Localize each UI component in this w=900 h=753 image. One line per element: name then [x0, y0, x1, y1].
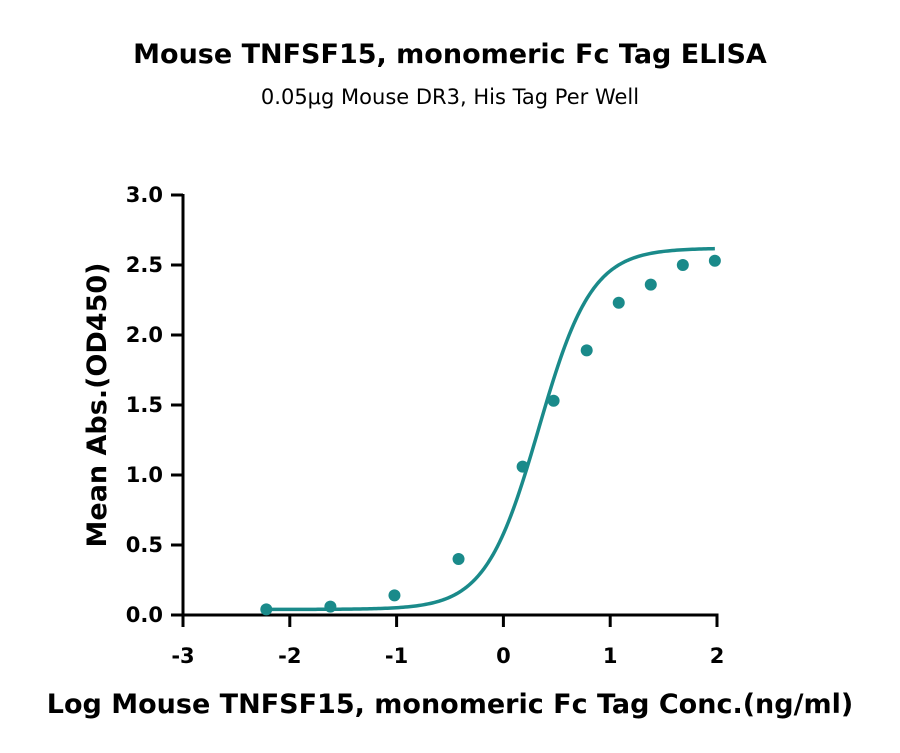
data-point	[516, 460, 529, 473]
x-tick-label: -3	[171, 644, 194, 668]
y-tick-label: 2.0	[126, 323, 163, 347]
y-tick-label: 0.0	[126, 603, 163, 627]
x-tick-label: 2	[710, 644, 725, 668]
x-tick-label: -2	[278, 644, 301, 668]
chart-title: Mouse TNFSF15, monomeric Fc Tag ELISA	[133, 39, 767, 70]
y-tick-label: 1.5	[126, 393, 163, 417]
y-tick-label: 3.0	[126, 183, 163, 207]
x-tick-label: 1	[603, 644, 618, 668]
fit-curve	[266, 246, 715, 612]
x-tick-label: 0	[496, 644, 511, 668]
data-point	[676, 259, 689, 271]
data-point	[324, 600, 337, 613]
y-axis-ticks: 0.0 0.5 1.0 1.5 2.0 2.5 3.0	[126, 183, 183, 627]
data-points	[260, 254, 721, 616]
x-tick-label: -1	[385, 644, 408, 668]
data-point	[708, 254, 721, 267]
data-point	[644, 278, 657, 291]
data-point	[612, 296, 625, 309]
data-point	[452, 553, 465, 565]
x-axis-ticks: -3 -2 -1 0 1 2	[171, 615, 724, 668]
data-point	[388, 589, 401, 602]
x-axis-label: Log Mouse TNFSF15, monomeric Fc Tag Conc…	[47, 689, 853, 720]
y-tick-label: 1.0	[126, 463, 163, 487]
y-tick-label: 2.5	[126, 253, 163, 277]
y-axis-label: Mean Abs.(OD450)	[82, 263, 113, 548]
chart-subtitle: 0.05μg Mouse DR3, His Tag Per Well	[261, 85, 639, 109]
data-point	[580, 344, 593, 357]
y-tick-label: 0.5	[126, 533, 163, 557]
data-point	[260, 603, 273, 616]
data-point	[547, 394, 560, 407]
